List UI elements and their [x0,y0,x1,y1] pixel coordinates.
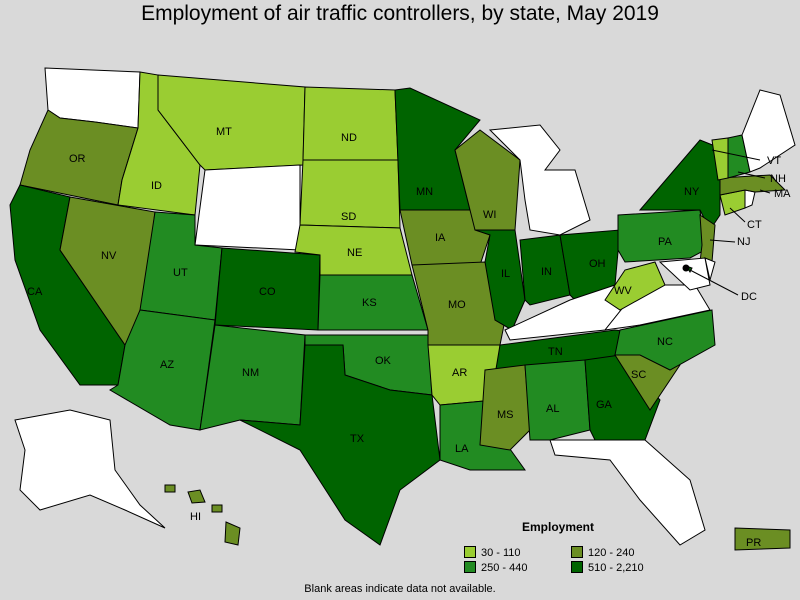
state-label-ok: OK [375,355,392,367]
legend-swatch-2 [571,546,583,559]
state-label-tx: TX [350,433,365,445]
state-label-nd: ND [341,132,357,144]
dc-marker [682,264,690,272]
state-pr [734,527,791,551]
state-ak [14,409,166,529]
state-label-ct: CT [747,219,762,231]
legend-swatch-4 [571,561,583,574]
state-label-co: CO [259,286,276,298]
state-label-nv: NV [101,250,117,262]
state-label-sd: SD [341,211,356,223]
legend-label-1: 30 - 110 [481,547,521,559]
state-label-nm: NM [242,367,259,379]
state-label-ut: UT [173,267,188,279]
state-hi [164,484,241,546]
state-label-nc: NC [657,336,673,348]
legend-item-2: 120 - 240 [571,546,635,559]
leader-lines [682,149,771,296]
legend-item-1: 30 - 110 [464,546,521,559]
state-label-al: AL [546,403,559,415]
state-me [741,89,796,173]
legend-item-3: 250 - 440 [464,561,528,574]
state-label-mo: MO [448,299,466,311]
state-md [658,257,711,291]
legend-label-4: 510 - 2,210 [588,562,644,574]
state-label-nh: NH [770,173,786,185]
state-mi [488,124,591,236]
state-label-hi: HI [190,511,201,523]
leader-line-3 [759,189,771,194]
states-layer [9,67,796,551]
state-label-pr: PR [746,537,761,549]
state-label-ny: NY [684,186,700,198]
state-al [524,359,591,441]
state-label-wv: WV [614,285,632,297]
state-ia [399,209,491,266]
state-label-az: AZ [160,359,174,371]
state-in [519,234,571,306]
state-label-ma: MA [774,188,791,200]
state-label-la: LA [455,443,469,455]
state-label-ms: MS [497,409,514,421]
leader-line-2 [737,171,766,179]
state-label-tn: TN [548,346,563,358]
state-label-or: OR [69,153,86,165]
legend-swatch-3 [464,561,476,574]
state-label-mn: MN [416,186,433,198]
state-label-vt: VT [767,155,781,167]
state-label-ia: IA [435,232,446,244]
leader-line-4 [729,207,746,223]
state-label-ar: AR [452,367,467,379]
state-az [109,309,216,431]
state-label-mt: MT [216,126,232,138]
state-label-ne: NE [347,247,362,259]
leader-line-1 [711,149,761,161]
state-ma [719,174,787,196]
state-label-ca: CA [27,286,43,298]
state-label-id: ID [151,180,162,192]
state-fl [549,439,706,546]
map-title: Employment of air traffic controllers, b… [141,2,659,25]
state-label-ga: GA [596,399,613,411]
legend-swatch-1 [464,546,476,559]
state-label-ks: KS [362,297,377,309]
state-tx [239,344,441,546]
leader-line-5 [709,239,736,243]
labels-layer: OR CA ID NV MT UT AZ CO NM ND SD NE KS OK TX MN IA MO AR LA… [27,126,791,549]
state-nd [302,86,399,161]
state-label-nj: NJ [737,236,750,248]
legend-title: Employment [522,520,595,534]
state-label-oh: OH [589,258,606,270]
state-ms [479,364,531,451]
state-label-in: IN [541,266,552,278]
leader-line-6 [689,269,739,296]
state-label-wi: WI [483,209,496,221]
state-ri [744,189,756,209]
state-il [474,229,526,331]
state-label-dc: DC [741,291,757,303]
state-label-il: IL [501,268,510,280]
state-ny [638,139,721,231]
legend-item-4: 510 - 2,210 [571,561,644,574]
state-label-sc: SC [631,369,646,381]
state-label-pa: PA [658,236,673,248]
footnote: Blank areas indicate data not available. [304,583,496,595]
legend-label-3: 250 - 440 [481,562,528,574]
state-wv [604,261,666,311]
state-nc [614,309,716,371]
state-wy [194,164,301,251]
legend-label-2: 120 - 240 [588,547,635,559]
